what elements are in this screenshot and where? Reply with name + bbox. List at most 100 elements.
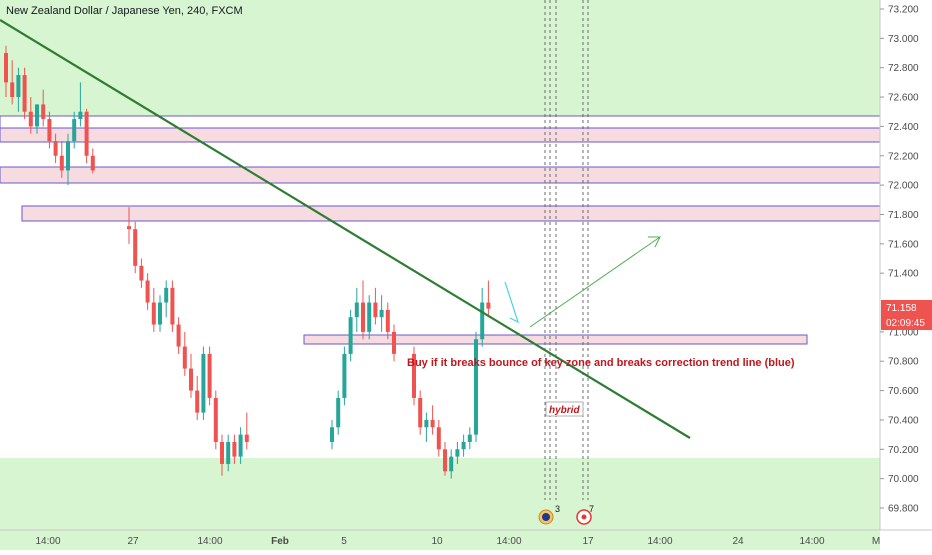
candle-body[interactable] — [244, 434, 249, 442]
candle-body[interactable] — [16, 75, 21, 98]
candle-body[interactable] — [330, 427, 334, 442]
event-marker-2[interactable]: 7 — [576, 504, 594, 525]
candle-body[interactable] — [4, 53, 8, 83]
candle-body[interactable] — [412, 353, 416, 398]
candle-body[interactable] — [176, 324, 181, 347]
price-axis[interactable]: 73.200 73.000 72.800 72.600 72.400 72.200 72.0… — [879, 0, 932, 530]
price-tick-label: 70.000 — [888, 474, 919, 485]
price-tick-label: 72.800 — [888, 63, 919, 74]
candle-body[interactable] — [436, 427, 441, 450]
zone-72-30[interactable] — [0, 127, 881, 143]
countdown-badge — [881, 315, 932, 330]
event-count-1: 3 — [555, 504, 560, 514]
candle-body[interactable] — [449, 456, 454, 472]
price-tick-label: 73.000 — [888, 34, 919, 45]
breakout-projection[interactable] — [504, 281, 520, 324]
price-tick-label: 71.600 — [888, 239, 919, 250]
candle-body[interactable] — [66, 141, 70, 171]
candle-body[interactable] — [480, 302, 485, 340]
candle-body[interactable] — [213, 397, 218, 442]
descending-trendline[interactable] — [0, 19, 691, 439]
candle-body[interactable] — [392, 331, 396, 354]
candle-body[interactable] — [424, 419, 429, 428]
candle-body[interactable] — [418, 397, 423, 428]
candle-body[interactable] — [443, 449, 447, 472]
candle-body[interactable] — [238, 434, 243, 457]
candle-body[interactable] — [201, 353, 206, 413]
candle-body[interactable] — [133, 229, 138, 266]
time-tick-label: 14:00 — [496, 536, 521, 547]
session-lines — [544, 0, 589, 500]
candle-body[interactable] — [127, 226, 131, 230]
candle-body[interactable] — [151, 302, 156, 325]
candle-body[interactable] — [72, 119, 77, 142]
candle-body[interactable] — [367, 302, 372, 332]
upper-support-zone — [0, 0, 880, 116]
trade-note: Buy if it breaks bounce of key zone and … — [407, 357, 795, 369]
candle-body[interactable] — [232, 441, 237, 457]
price-tick-label: 73.200 — [888, 5, 919, 16]
candle-body[interactable] — [342, 353, 347, 398]
candle-body[interactable] — [373, 302, 378, 318]
candle-body[interactable] — [35, 104, 39, 127]
candle-body[interactable] — [467, 434, 472, 442]
candle-body[interactable] — [164, 287, 169, 303]
price-tick-label: 72.400 — [888, 122, 919, 133]
projection-arrow[interactable] — [529, 236, 661, 328]
candle-body[interactable] — [90, 155, 95, 171]
candle-body[interactable] — [461, 441, 466, 450]
candle-body[interactable] — [78, 111, 83, 120]
zone-72-40[interactable] — [0, 115, 881, 129]
candle-body[interactable] — [182, 346, 187, 369]
candle-body[interactable] — [10, 82, 15, 98]
candle-body[interactable] — [226, 441, 231, 464]
countdown: 02:09:45 — [886, 318, 925, 329]
candle-body[interactable] — [145, 280, 150, 303]
candle-body[interactable] — [348, 317, 353, 354]
time-tick-label: 14:00 — [647, 536, 672, 547]
candle-body[interactable] — [207, 353, 212, 398]
candle-body[interactable] — [455, 449, 460, 457]
last-price-badge — [881, 300, 932, 315]
candle-body[interactable] — [28, 111, 33, 127]
candle-body[interactable] — [361, 302, 365, 332]
candle-body[interactable] — [220, 441, 224, 464]
time-tick-label: 10 — [431, 536, 443, 547]
symbol-title: New Zealand Dollar / Japanese Yen, 240, … — [6, 5, 243, 17]
candle-body[interactable] — [189, 368, 193, 391]
candle-body[interactable] — [430, 419, 435, 428]
candle-body[interactable] — [59, 155, 64, 171]
candle-body[interactable] — [354, 302, 359, 318]
candle-body[interactable] — [170, 287, 175, 325]
candle-body[interactable] — [195, 390, 200, 413]
candle-body[interactable] — [158, 302, 162, 325]
candle-body[interactable] — [47, 119, 52, 142]
candle-body[interactable] — [41, 104, 46, 120]
candle-body[interactable] — [53, 141, 58, 156]
candle-body[interactable] — [385, 309, 390, 332]
price-tick-label: 71.000 — [888, 327, 919, 338]
time-axis[interactable]: 14:00 27 14:00 Feb 5 10 14:00 17 14:00 24 14:00 M — [0, 529, 932, 547]
candle-body[interactable] — [139, 265, 144, 281]
price-tick-label: 70.800 — [888, 357, 919, 368]
candle-body[interactable] — [474, 339, 478, 435]
candle-body[interactable] — [486, 302, 491, 309]
time-tick-label: 14:00 — [35, 536, 60, 547]
time-tick-label: 17 — [582, 536, 594, 547]
time-tick-label: 27 — [127, 536, 139, 547]
zone-72-05[interactable] — [0, 166, 881, 184]
price-tick-label: 70.200 — [888, 445, 919, 456]
hybrid-tag-box[interactable] — [545, 401, 584, 417]
price-tick-label: 72.600 — [888, 93, 919, 104]
price-tick-label: 71.400 — [888, 269, 919, 280]
candle-body[interactable] — [336, 397, 341, 428]
event-marker-1[interactable]: 3 — [538, 504, 560, 525]
candle-body[interactable] — [84, 111, 89, 156]
time-tick-label: 24 — [732, 536, 744, 547]
zone-71-80[interactable] — [21, 205, 881, 222]
price-tick-label: 71.800 — [888, 210, 919, 221]
candle-body[interactable] — [379, 309, 384, 318]
candle-body[interactable] — [22, 75, 27, 112]
